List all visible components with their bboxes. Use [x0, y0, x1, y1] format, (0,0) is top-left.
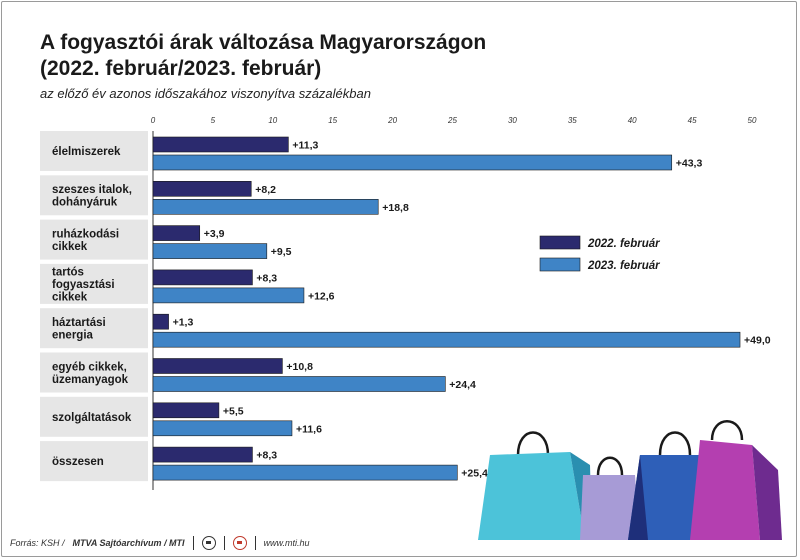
category-label: egyéb cikkek,	[52, 361, 127, 373]
footer-separator	[192, 536, 194, 550]
bag-handle-icon	[596, 456, 624, 476]
data-label: +11,3	[292, 140, 318, 152]
bar-2023	[152, 243, 268, 259]
shopping-bag-icon	[580, 475, 640, 540]
data-label: +11,6	[296, 423, 322, 435]
category-band	[40, 263, 148, 304]
shopping-bag-side-icon	[628, 455, 648, 540]
data-label: +1,3	[173, 317, 194, 329]
x-tick-label: 0	[151, 116, 156, 125]
bar-2022	[152, 313, 169, 330]
data-label: +49,0	[744, 335, 771, 347]
category-label: élelmiszerek	[52, 146, 121, 158]
mtva-logo-icon	[201, 536, 216, 550]
bag-handle-icon	[658, 431, 692, 456]
bar-2023	[152, 154, 673, 171]
data-label: +43,3	[676, 158, 703, 170]
x-tick-label: 50	[748, 116, 757, 125]
chart-title-line2: (2022. február/2023. február)	[40, 57, 322, 80]
data-label: +3,9	[204, 228, 225, 240]
footer-separator	[223, 536, 225, 550]
data-label: +12,6	[308, 290, 335, 302]
chart-title-line1: A fogyasztói árak változása Magyarország…	[40, 31, 487, 54]
x-tick-label: 30	[508, 116, 517, 125]
legend-swatch-2023	[539, 257, 581, 272]
bar-2022	[152, 446, 253, 463]
bag-handle-icon	[710, 420, 744, 441]
legend-swatch-2022	[539, 235, 581, 250]
category-label: dohányáruk	[52, 197, 118, 209]
bar-2023	[152, 199, 379, 215]
category-band	[40, 352, 148, 393]
category-label: szeszes italok,	[52, 184, 132, 196]
x-tick-label: 45	[688, 116, 697, 125]
footer: Forrás: KSH / MTVA Sajtóarchívum / MTI w…	[10, 536, 310, 550]
data-label: +18,8	[382, 202, 409, 214]
bar-2022	[152, 136, 289, 153]
chart-subtitle: az előző év azonos időszakához viszonyít…	[40, 86, 371, 101]
data-label: +9,5	[271, 246, 292, 258]
category-label: energia	[52, 329, 94, 341]
footer-separator	[254, 536, 256, 550]
category-band	[40, 175, 148, 216]
bag-handle-icon	[516, 431, 550, 456]
category-band	[40, 219, 148, 260]
category-band	[40, 441, 148, 482]
x-tick-label: 10	[268, 116, 277, 125]
category-label: tartós	[52, 266, 84, 278]
x-tick-label: 35	[568, 116, 577, 125]
legend-label: 2022. február	[587, 238, 660, 250]
data-label: +25,4	[461, 468, 488, 480]
shopping-bag-icon	[690, 440, 760, 540]
bar-2023	[152, 420, 293, 437]
x-tick-label: 15	[328, 116, 337, 125]
bar-2023	[152, 287, 305, 304]
data-label: +8,3	[256, 272, 277, 284]
data-label: +8,2	[255, 184, 276, 196]
bar-2022	[152, 269, 253, 286]
category-band	[40, 396, 148, 437]
data-label: +10,8	[286, 361, 313, 373]
bar-2023	[152, 376, 446, 392]
shopping-bag-icon	[478, 452, 585, 540]
chart-title: A fogyasztói árak változása Magyarország…	[40, 30, 600, 82]
category-band	[40, 131, 148, 171]
category-label: fogyasztási	[52, 279, 115, 291]
category-band	[40, 308, 148, 349]
x-tick-label: 25	[447, 116, 457, 125]
bar-2023	[152, 464, 458, 481]
category-label: összesen	[52, 456, 104, 468]
shopping-bag-side-icon	[752, 445, 782, 540]
legend-label: 2023. február	[587, 260, 660, 272]
data-label: +8,3	[256, 450, 277, 462]
footer-source: Forrás: KSH /	[10, 538, 65, 548]
data-label: +24,4	[449, 379, 476, 391]
bar-2022	[152, 181, 252, 197]
footer-agency: MTVA Sajtóarchívum / MTI	[72, 538, 185, 548]
bar-2022	[152, 358, 283, 374]
x-tick-label: 5	[211, 116, 216, 125]
mti-logo-icon	[232, 536, 247, 550]
category-label: háztartási	[52, 317, 106, 329]
data-label: +5,5	[223, 405, 244, 417]
bar-2023	[152, 331, 741, 348]
footer-website: www.mti.hu	[263, 538, 310, 548]
bar-2022	[152, 225, 201, 241]
shopping-bag-icon	[628, 455, 712, 540]
category-label: ruházkodási	[52, 228, 119, 240]
category-label: cikkek	[52, 291, 88, 303]
category-label: üzemanyagok	[52, 374, 129, 386]
x-tick-label: 40	[628, 116, 637, 125]
bar-2022	[152, 402, 220, 419]
category-label: szolgáltatások	[52, 412, 132, 424]
x-tick-label: 20	[387, 116, 397, 125]
category-label: cikkek	[52, 241, 88, 253]
